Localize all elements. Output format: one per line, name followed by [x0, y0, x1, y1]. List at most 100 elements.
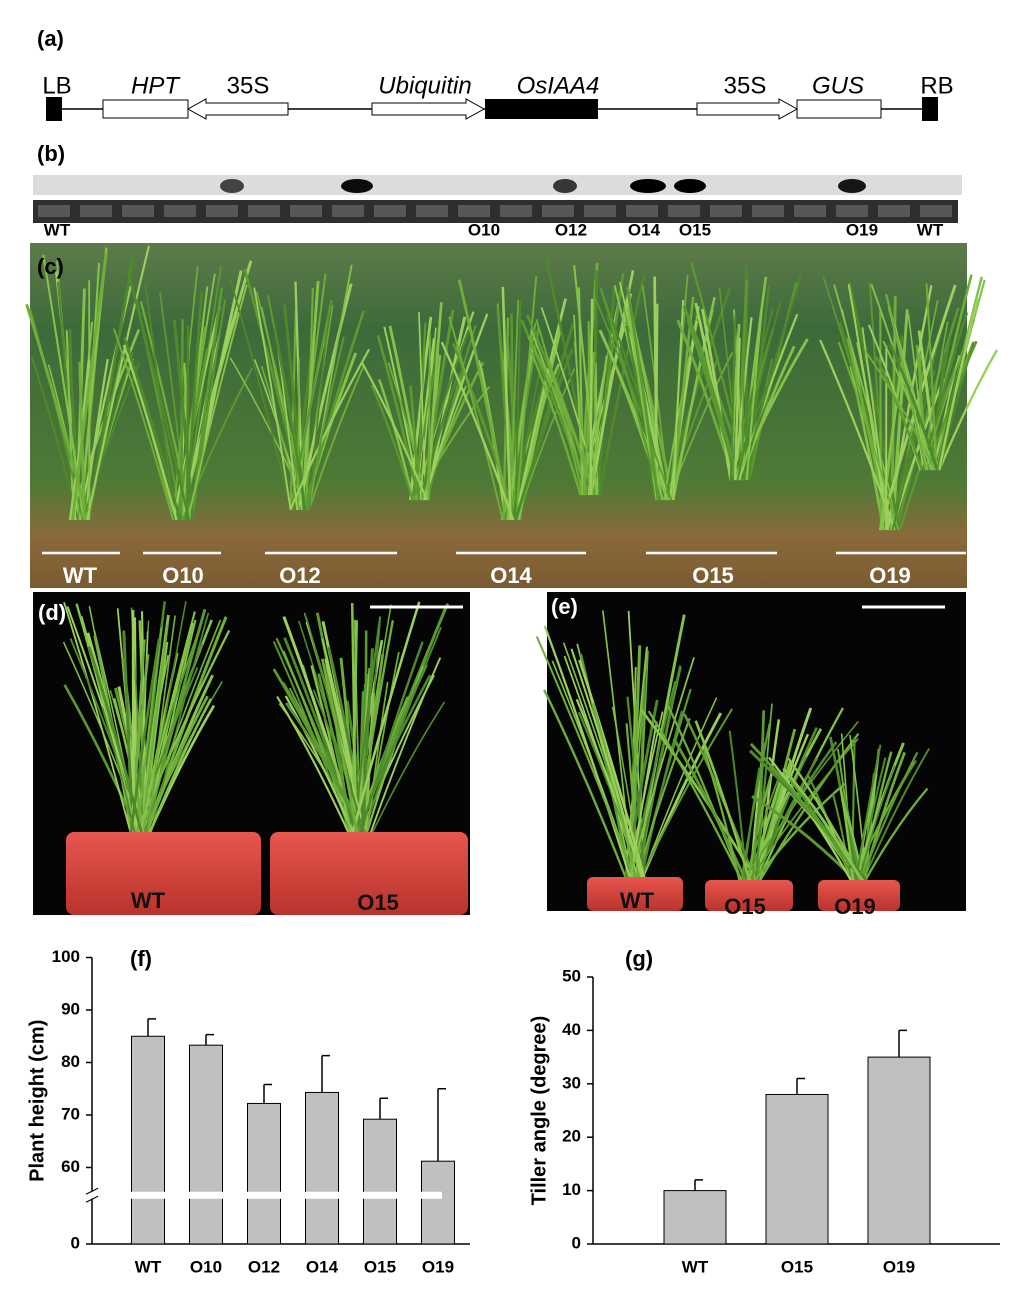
- leaf: [426, 324, 477, 501]
- leaf: [63, 601, 134, 841]
- leaf: [457, 279, 512, 521]
- construct-label: 35S: [227, 72, 270, 99]
- leaf: [253, 287, 292, 511]
- leaf: [589, 355, 608, 496]
- leaf: [349, 601, 421, 841]
- leaf: [570, 648, 644, 881]
- leaf: [145, 698, 213, 841]
- leaf: [535, 636, 636, 881]
- leaf: [625, 286, 660, 501]
- pot-label: O19: [834, 894, 876, 919]
- leaf: [308, 365, 365, 511]
- leaf: [320, 658, 360, 841]
- gus-box: [796, 99, 882, 119]
- leaf: [186, 325, 190, 521]
- error-bar: [263, 1083, 272, 1104]
- gel-lane: [374, 205, 406, 217]
- leaf: [672, 299, 685, 501]
- leaf: [419, 327, 437, 501]
- error-bar: [898, 1029, 907, 1058]
- promoter-arrow: [186, 98, 289, 120]
- leaf: [419, 372, 460, 501]
- blot-band: [674, 179, 706, 193]
- y-tick-label: 30: [562, 1073, 581, 1092]
- lane-label: O19: [846, 220, 878, 239]
- leaf: [885, 293, 927, 471]
- pot: [66, 832, 261, 915]
- lane-label: WT: [44, 220, 71, 239]
- leaf: [750, 772, 785, 884]
- leaf: [875, 356, 923, 471]
- x-tick-label: O15: [781, 1257, 813, 1276]
- gel-lane: [836, 205, 868, 217]
- y-tick-label: 80: [61, 1052, 80, 1071]
- leaf: [112, 328, 174, 521]
- pot: [705, 880, 793, 911]
- gel-lane: [248, 205, 280, 217]
- leaf: [589, 298, 594, 496]
- leaf: [694, 720, 752, 884]
- leaf: [365, 681, 389, 841]
- pot-label: O15: [357, 890, 399, 915]
- leaf: [370, 384, 414, 501]
- leaf: [625, 325, 657, 501]
- leaf: [638, 708, 733, 881]
- leaf: [126, 269, 191, 521]
- leaf: [628, 657, 695, 881]
- leaf: [360, 648, 374, 841]
- gel-lane: [920, 205, 952, 217]
- leaf: [733, 337, 741, 481]
- leaf: [128, 638, 161, 841]
- gel-lane: [626, 205, 658, 217]
- leaf: [303, 305, 334, 511]
- line-label: O10: [162, 563, 204, 588]
- leaf: [87, 646, 145, 841]
- error-bar: [694, 1179, 703, 1191]
- leaf: [543, 689, 628, 881]
- leaf: [640, 697, 718, 881]
- gel-lane: [752, 205, 784, 217]
- leaf: [452, 342, 518, 521]
- leaf: [412, 330, 470, 501]
- leaf: [879, 309, 882, 531]
- bar: [867, 1056, 931, 1245]
- leaf: [672, 738, 748, 884]
- leaf: [137, 611, 196, 841]
- gel-lane: [38, 205, 70, 217]
- leaf: [702, 747, 742, 884]
- promoter-arrow: [696, 98, 799, 120]
- construct-label: 35S: [724, 72, 767, 99]
- leaf: [378, 378, 415, 501]
- field-photo: [30, 243, 967, 588]
- y-tick-label: 90: [61, 999, 80, 1018]
- leaf: [639, 710, 683, 881]
- leaf: [514, 348, 574, 521]
- axis-break-mark: [85, 1187, 99, 1203]
- x-tick-label: WT: [135, 1257, 162, 1276]
- gel-lane: [794, 205, 826, 217]
- error-bar: [379, 1097, 388, 1120]
- gel-lane: [332, 205, 364, 217]
- leaf: [122, 344, 178, 521]
- leaf: [594, 297, 673, 501]
- construct-label: RB: [920, 72, 953, 99]
- error-bar: [437, 1088, 446, 1162]
- construct-label: LB: [42, 72, 71, 99]
- leaf: [690, 262, 749, 481]
- blot: [33, 175, 962, 195]
- error-bar: [147, 1018, 156, 1037]
- leaf: [857, 765, 896, 884]
- leaf: [310, 664, 354, 841]
- leaf: [25, 303, 90, 521]
- gene-box: [485, 99, 598, 119]
- leaf: [387, 362, 428, 501]
- bar: [131, 1035, 165, 1245]
- leaf: [889, 344, 939, 471]
- leaf: [683, 713, 758, 884]
- leaf: [135, 627, 163, 841]
- leaf: [598, 329, 669, 501]
- leaf: [145, 615, 176, 841]
- x-tick-label: O19: [422, 1257, 454, 1276]
- leaf: [306, 336, 345, 511]
- axis-break: [84, 1191, 442, 1199]
